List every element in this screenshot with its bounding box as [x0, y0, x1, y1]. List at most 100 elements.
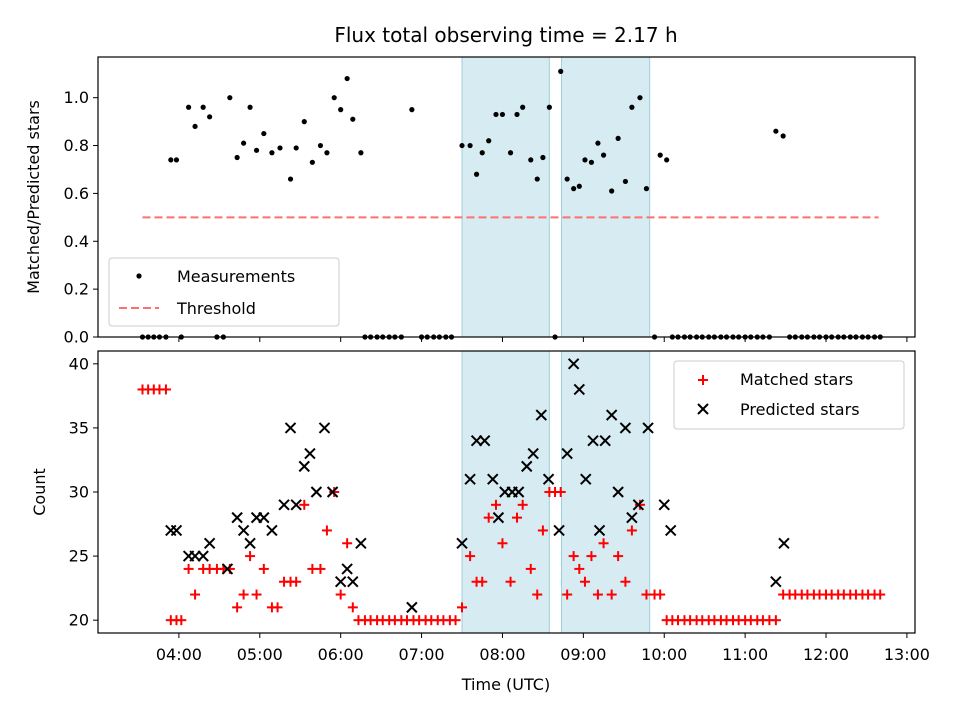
legend-threshold-label: Threshold: [176, 299, 256, 318]
predicted-stars-point: [542, 473, 555, 485]
predicted-stars-point: [612, 486, 624, 498]
legend-matched-label: Matched stars: [740, 370, 853, 389]
measurements-point: [564, 176, 570, 182]
legend-measurements-marker: [136, 273, 142, 279]
matched-stars-point: [457, 602, 468, 613]
measurements-point: [520, 104, 526, 110]
measurements-point: [338, 107, 344, 113]
measurements-point: [528, 157, 534, 163]
measurements-point: [301, 119, 307, 125]
matched-stars-point: [258, 563, 269, 574]
predicted-stars-point: [318, 422, 331, 434]
legend-measurements-label: Measurements: [177, 267, 295, 286]
measurements-point: [459, 142, 465, 149]
bottom-x-tick-label: 06:00: [318, 645, 364, 664]
bottom-x-tick-label: 13:00: [884, 645, 930, 664]
measurements-point: [486, 138, 492, 144]
matched-stars-point: [579, 576, 590, 587]
predicted-stars-point: [341, 563, 353, 575]
top-y-ticks: 0.0 0.2 0.4 0.6 0.8 1.0: [64, 88, 98, 347]
measurements-point: [409, 107, 415, 113]
predicted-stars-point: [284, 422, 297, 434]
predicted-stars-point: [197, 550, 209, 562]
matched-stars-point: [592, 589, 603, 600]
bottom-shaded-interval-2: [561, 350, 651, 634]
matched-stars-point: [450, 615, 461, 626]
matched-stars-point: [613, 551, 624, 562]
matched-stars-point: [875, 589, 886, 600]
measurements-point: [600, 152, 607, 158]
bottom-x-tick-label: 08:00: [479, 645, 525, 664]
measurements-point: [467, 142, 473, 149]
matched-stars-point: [483, 512, 494, 523]
predicted-stars-point: [237, 524, 250, 537]
matched-stars-point: [655, 589, 666, 600]
matched-stars-point: [537, 525, 548, 536]
bottom-x-tick-label: 10:00: [641, 645, 687, 664]
matched-stars-point: [598, 538, 609, 549]
bottom-x-tick-label: 11:00: [722, 645, 768, 664]
predicted-stars-point: [334, 576, 347, 588]
measurements-point: [664, 157, 670, 163]
matched-stars-point: [497, 538, 508, 549]
predicted-stars-point: [487, 473, 499, 485]
predicted-stars-point: [456, 537, 468, 549]
matched-stars-point: [505, 576, 516, 587]
top-y-tick-label: 0.8: [64, 136, 89, 155]
bottom-y-tick-label: 35: [69, 418, 89, 437]
predicted-stars-point: [221, 563, 234, 575]
measurements-point: [293, 145, 299, 151]
matched-stars-point: [477, 576, 488, 587]
top-legend-box: [108, 257, 340, 327]
matched-stars-point: [335, 589, 346, 600]
measurements-point: [344, 75, 350, 82]
bottom-x-tick-label: 05:00: [237, 645, 283, 664]
matched-stars-point: [568, 551, 579, 562]
measurements-point: [358, 150, 364, 156]
measurements-point: [558, 68, 564, 74]
measurements-point: [582, 157, 588, 163]
matched-stars-point: [586, 551, 597, 562]
matched-stars-point: [321, 525, 332, 536]
predicted-stars-point: [203, 537, 216, 549]
bottom-y-ticks: 20 25 30 35 40: [69, 354, 98, 630]
measurements-point: [227, 95, 233, 101]
matched-stars-point: [315, 563, 326, 574]
matched-stars-point: [160, 384, 171, 395]
top-chart-title: Flux total observing time = 2.17 h: [334, 23, 677, 47]
top-shaded-interval-1: [461, 56, 550, 338]
predicted-stars-point: [512, 486, 525, 498]
top-y-tick-label: 0.2: [64, 280, 89, 299]
measurements-point: [234, 154, 240, 161]
bottom-y-axis-label: Count: [30, 468, 49, 516]
matched-stars-point: [626, 525, 637, 536]
top-x-ticks: [178, 337, 908, 342]
measurements-point: [643, 186, 650, 192]
bottom-y-tick-label: 20: [69, 611, 89, 630]
measurements-point: [317, 142, 324, 149]
predicted-stars-point: [587, 435, 599, 447]
matched-stars-point: [490, 499, 501, 510]
predicted-stars-point: [605, 409, 618, 421]
bottom-x-axis-label: Time (UTC): [461, 675, 550, 694]
matched-stars-point: [525, 563, 536, 574]
measurements-point: [247, 104, 253, 110]
measurements-point: [241, 140, 247, 146]
predicted-stars-point: [170, 524, 183, 537]
top-panel: 0.0 0.2 0.4 0.6 0.8 1.0 Matched/Predicted sta…: [24, 56, 916, 347]
measurements-point: [473, 171, 480, 177]
matched-stars-point: [465, 551, 476, 562]
measurements-point: [479, 150, 485, 156]
measurements-point: [546, 104, 552, 110]
matched-stars-point: [232, 602, 243, 613]
predicted-stars-point: [593, 524, 606, 537]
predicted-stars-point: [478, 435, 491, 447]
top-y-tick-label: 1.0: [64, 88, 89, 107]
top-y-tick-label: 0.6: [64, 184, 89, 203]
measurements-point: [514, 111, 520, 118]
legend-matched-marker: [698, 375, 708, 385]
predicted-stars-point: [492, 511, 505, 524]
predicted-stars-point: [189, 550, 201, 562]
matched-stars-point: [251, 589, 262, 600]
matched-stars-point: [245, 551, 256, 562]
